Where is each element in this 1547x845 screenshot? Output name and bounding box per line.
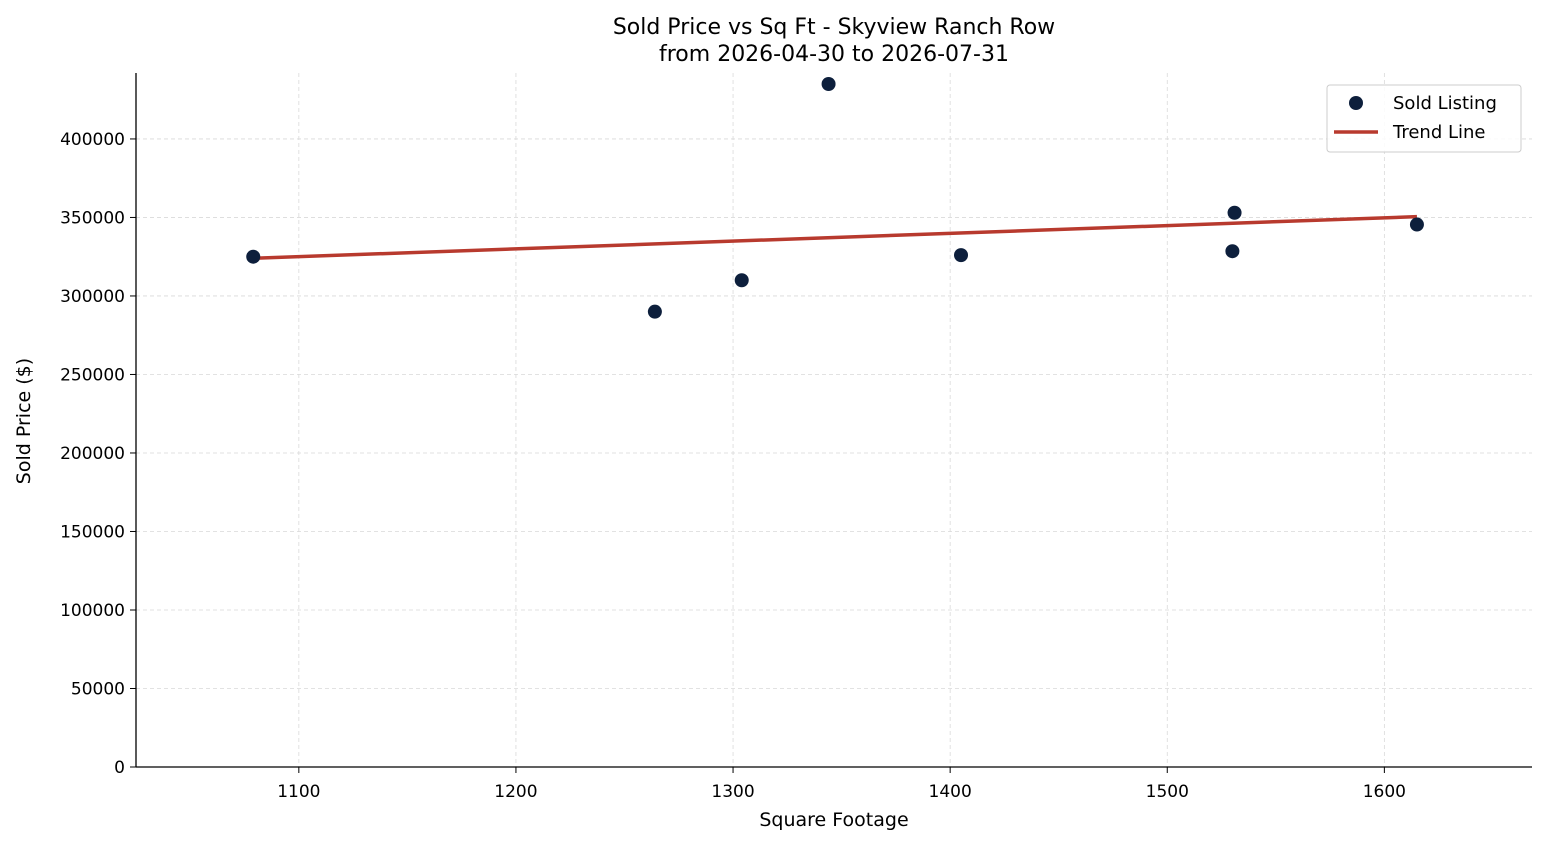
trend-line — [253, 214, 1417, 261]
y-ticks: 0 50000 100000 150000 200000 250000 300000 3500… — [60, 130, 136, 778]
y-tick-label: 200000 — [60, 444, 125, 464]
legend-box — [1326, 84, 1522, 153]
scatter-point — [246, 249, 261, 264]
x-tick-label: 1200 — [494, 782, 537, 802]
y-tick-label: 0 — [114, 758, 125, 778]
scatter-point — [821, 76, 836, 91]
y-tick-label: 50000 — [71, 679, 125, 699]
x-tick-label: 1600 — [1363, 782, 1406, 802]
scatter-point — [1225, 244, 1240, 259]
scatter-point — [647, 304, 662, 319]
legend: Sold Listing Trend Line — [1326, 84, 1522, 153]
legend-label-sold-listing: Sold Listing — [1393, 93, 1497, 114]
scatter-point — [954, 248, 969, 263]
y-tick-label: 250000 — [60, 365, 125, 385]
y-tick-label: 100000 — [60, 601, 125, 621]
chart-title-line1: Sold Price vs Sq Ft - Skyview Ranch Row — [613, 15, 1055, 40]
chart-title-line2: from 2026-04-30 to 2026-07-31 — [659, 42, 1009, 67]
legend-label-trend-line: Trend Line — [1392, 122, 1486, 143]
y-tick-label: 300000 — [60, 287, 125, 307]
x-tick-label: 1500 — [1146, 782, 1189, 802]
y-tick-label: 350000 — [60, 208, 125, 228]
x-tick-label: 1400 — [929, 782, 972, 802]
x-axis-label: Square Footage — [759, 809, 908, 831]
scatter-point — [1409, 217, 1424, 232]
x-tick-label: 1100 — [277, 782, 320, 802]
axes — [135, 73, 1532, 768]
y-tick-label: 400000 — [60, 130, 125, 150]
series-layer — [246, 76, 1424, 319]
scatter-point — [734, 273, 749, 288]
grid-lines — [136, 73, 1532, 768]
x-tick-label: 1300 — [711, 782, 754, 802]
legend-marker-sold-listing — [1349, 96, 1363, 110]
y-tick-label: 150000 — [60, 522, 125, 542]
y-axis-label: Sold Price ($) — [13, 358, 35, 484]
scatter-point — [1227, 205, 1242, 220]
x-ticks: 1100 1200 1300 1400 1500 1600 — [277, 767, 1406, 802]
